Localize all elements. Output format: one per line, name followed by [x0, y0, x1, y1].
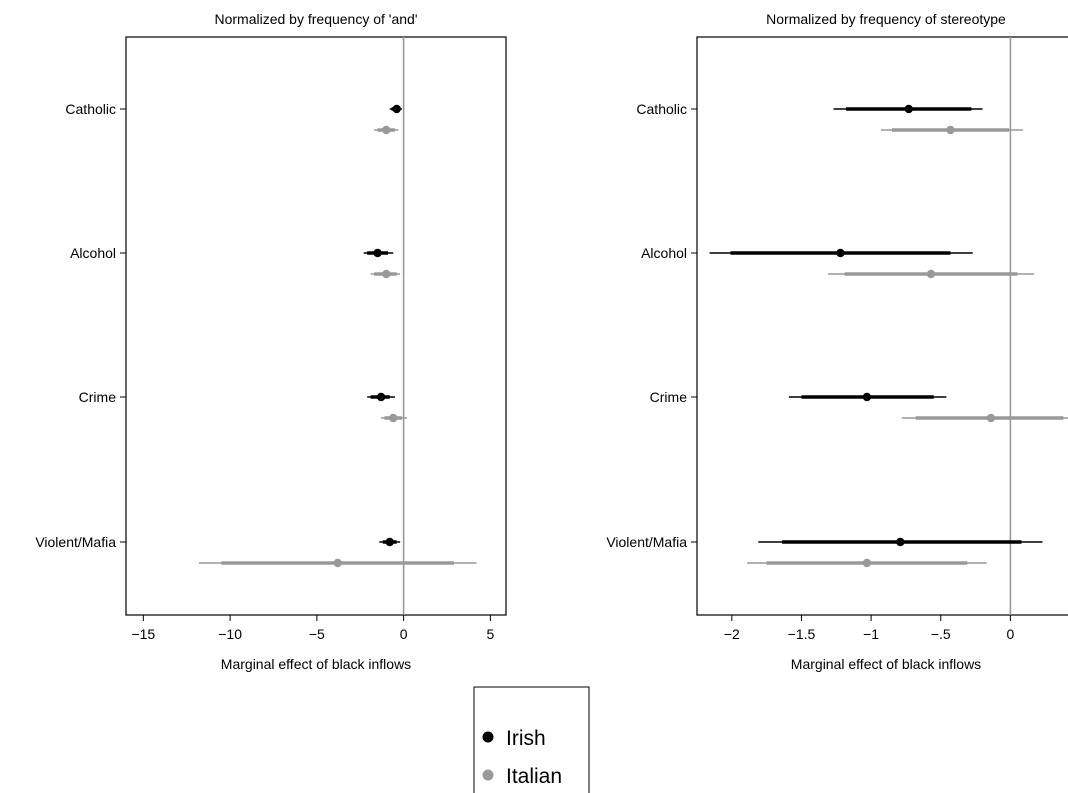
p1-xtick-label: 0: [400, 626, 408, 642]
p2-irish-point-violent-mafia: [896, 537, 905, 547]
p1-category-label-catholic: Catholic: [65, 101, 116, 117]
p2-italian-point-catholic: [946, 125, 955, 135]
legend-label-italian: Italian: [506, 765, 562, 788]
p1-irish-point-alcohol: [373, 248, 382, 258]
p2-irish-point-alcohol: [836, 248, 845, 258]
panel-left-marks: −15 −10 −5 0 5 Catholic Alcohol Crime Violent/Ma…: [35, 37, 494, 642]
p1-irish-point-crime: [376, 392, 386, 402]
p2-xtick-label: 0: [1006, 626, 1014, 642]
legend-marker-irish: [482, 731, 494, 743]
p2-xtick-label: −1: [863, 626, 879, 642]
panel-right-marks: −2−1.5−1−.50.5CatholicAlcoholCrimeViolen…: [606, 37, 1068, 642]
legend: Irish Italian: [473, 686, 590, 793]
p2-irish-point-crime: [862, 392, 872, 402]
p2-xtick-label: −2: [724, 626, 740, 642]
p2-italian-point-crime: [986, 413, 996, 423]
p1-italian-point-alcohol: [382, 269, 391, 279]
p1-irish-point-catholic: [392, 104, 401, 114]
legend-marker-italian: [482, 769, 494, 781]
p1-italian-point-crime: [389, 413, 398, 423]
legend-label-irish: Irish: [506, 727, 546, 750]
p2-italian-point-violent-mafia: [862, 558, 872, 568]
p1-category-label-crime: Crime: [79, 389, 117, 405]
p1-irish-point-violent-mafia: [385, 537, 394, 547]
panel-right-title: Normalized by frequency of stereotype: [766, 11, 1006, 27]
p1-category-label-alcohol: Alcohol: [70, 245, 116, 261]
p2-category-label-violent-mafia: Violent/Mafia: [606, 534, 687, 550]
panel-left-xlabel: Marginal effect of black inflows: [221, 656, 411, 672]
panel-left-title: Normalized by frequency of 'and': [214, 11, 417, 27]
p1-italian-point-catholic: [382, 125, 391, 135]
p2-category-label-alcohol: Alcohol: [641, 245, 687, 261]
p2-category-label-catholic: Catholic: [636, 101, 687, 117]
p2-irish-point-catholic: [904, 104, 913, 114]
panel-left: Normalized by frequency of 'and' −15 −10−…: [35, 11, 507, 672]
p1-xtick-label: 5: [486, 626, 494, 642]
panel-right: Normalized by frequency of stereotype −2…: [606, 11, 1068, 672]
p2-category-label-crime: Crime: [650, 389, 688, 405]
p1-italian-point-violent-mafia: [333, 558, 342, 568]
p2-italian-point-alcohol: [926, 269, 936, 279]
p2-xtick-label: −1.5: [788, 626, 816, 642]
panel-right-frame: [696, 36, 1068, 616]
panel-left-frame: [125, 36, 507, 616]
p1-category-label-violent-mafia: Violent/Mafia: [35, 534, 116, 550]
panel-right-xlabel: Marginal effect of black inflows: [791, 656, 981, 672]
p2-xtick-label: −.5: [931, 626, 951, 642]
p1-xtick-label: −5: [309, 626, 325, 642]
legend-frame: [473, 686, 590, 793]
p1-xtick-label: −10: [218, 626, 242, 642]
p1-xtick-label: −15: [131, 626, 155, 642]
